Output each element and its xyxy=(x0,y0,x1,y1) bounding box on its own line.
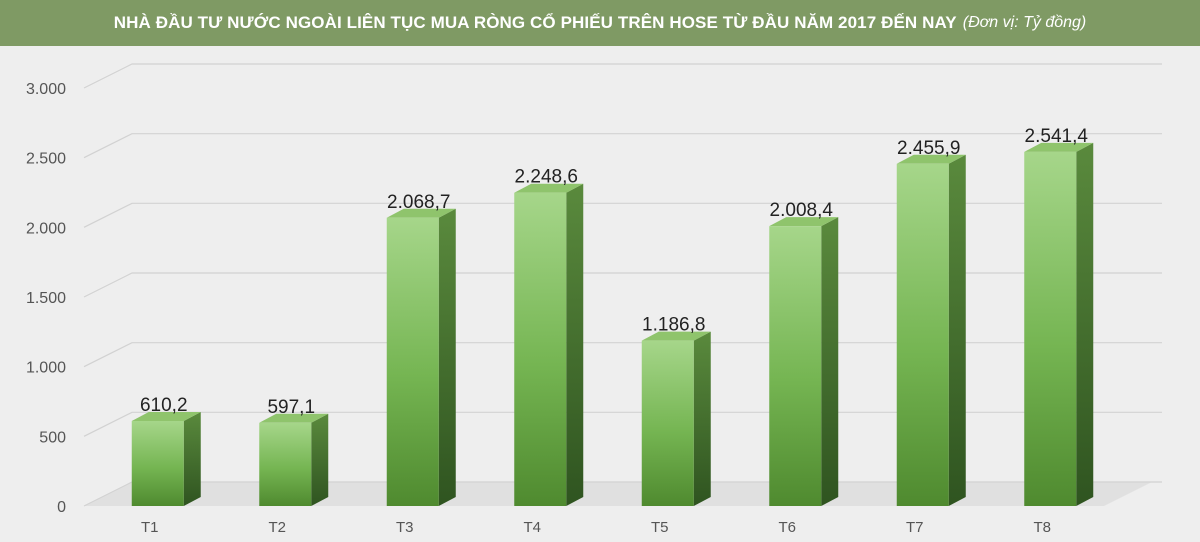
bar-value-label: 610,2 xyxy=(140,395,188,416)
bar-top xyxy=(769,217,839,227)
bar-value-label: 2.455,9 xyxy=(897,138,960,159)
bar xyxy=(896,154,966,506)
bar-side xyxy=(566,183,584,506)
bar xyxy=(386,208,456,506)
bar-side xyxy=(693,331,711,506)
chart-unit: (Đơn vị: Tỷ đồng) xyxy=(962,14,1087,31)
x-tick-label: T3 xyxy=(396,519,414,536)
bar-top xyxy=(386,208,456,218)
y-tick-label: 3.000 xyxy=(26,81,66,98)
bar-front xyxy=(641,340,694,506)
y-tick-label: 500 xyxy=(39,429,66,446)
bar-top xyxy=(641,331,711,341)
x-tick-label: T8 xyxy=(1033,519,1051,536)
bar-side xyxy=(438,208,456,506)
gridline xyxy=(83,342,1162,368)
bar-value-label: 2.541,4 xyxy=(1025,126,1089,147)
bar xyxy=(1024,142,1094,507)
y-axis: 0 500 1.000 1.500 2.000 2.500 3.000 xyxy=(26,81,66,516)
bars xyxy=(131,142,1094,507)
bar-value-label: 597,1 xyxy=(267,397,315,418)
gridline xyxy=(83,272,1162,298)
bar-front xyxy=(131,420,184,506)
bar-front xyxy=(769,226,822,506)
bar-top xyxy=(514,183,584,193)
bar-top xyxy=(1024,142,1094,152)
bar-value-label: 1.186,8 xyxy=(642,315,705,336)
bar xyxy=(259,413,329,506)
gridline xyxy=(83,411,1162,437)
x-tick-label: T7 xyxy=(906,519,924,536)
y-tick-label: 2.000 xyxy=(26,220,66,237)
chart-title: NHÀ ĐẦU TƯ NƯỚC NGOÀI LIÊN TỤC MUA RÒNG … xyxy=(113,13,957,32)
bar-side xyxy=(183,411,201,506)
bar xyxy=(131,411,201,506)
chart-floor xyxy=(84,482,1152,506)
bar-top xyxy=(896,154,966,164)
bar xyxy=(769,217,839,506)
gridlines xyxy=(83,63,1162,507)
bar-front xyxy=(1024,151,1077,507)
y-tick-label: 1.000 xyxy=(26,360,66,377)
bar xyxy=(641,331,711,506)
gridline xyxy=(83,63,1162,89)
bar-value-label: 2.248,6 xyxy=(515,167,578,188)
bar-front xyxy=(514,192,567,506)
bar-front xyxy=(259,422,312,506)
gridline xyxy=(83,202,1162,228)
x-tick-label: T1 xyxy=(141,519,159,536)
bar-front xyxy=(386,217,439,506)
bar xyxy=(514,183,584,506)
bar-value-label: 2.068,7 xyxy=(387,192,450,213)
x-tick-label: T6 xyxy=(778,519,796,536)
bar-front xyxy=(896,163,949,506)
bar-top xyxy=(259,413,329,423)
bar-value-label: 2.008,4 xyxy=(770,200,834,221)
bar-side xyxy=(1076,142,1094,507)
chart-title-bar: NHÀ ĐẦU TƯ NƯỚC NGOÀI LIÊN TỤC MUA RÒNG … xyxy=(0,0,1200,46)
labels: 610,2 T1 597,1 T2 2.068,7 T3 2.248,6 T4 1.186,8 T… xyxy=(140,126,1088,536)
y-tick-label: 2.500 xyxy=(26,151,66,168)
bar-side xyxy=(948,154,966,506)
bar-top xyxy=(131,411,201,421)
x-tick-label: T5 xyxy=(651,519,669,536)
bar-side xyxy=(821,217,839,506)
x-tick-label: T2 xyxy=(268,519,286,536)
x-tick-label: T4 xyxy=(523,519,541,536)
y-tick-label: 0 xyxy=(57,499,66,516)
gridline xyxy=(83,133,1162,159)
y-tick-label: 1.500 xyxy=(26,290,66,307)
bar-side xyxy=(311,413,329,506)
